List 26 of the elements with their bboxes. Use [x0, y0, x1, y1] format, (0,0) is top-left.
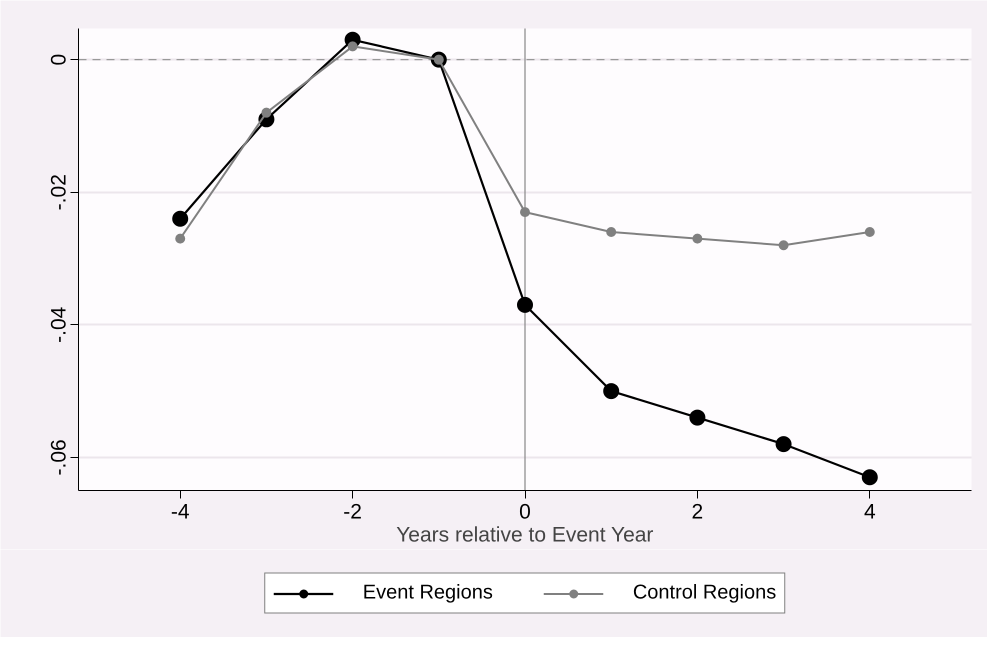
x-tick-label: -4: [170, 500, 190, 524]
x-tick-label: 4: [864, 500, 876, 524]
legend-label: Event Regions: [362, 582, 493, 604]
y-tick-label: -.04: [48, 306, 70, 343]
x-axis-title: Years relative to Event Year: [396, 524, 654, 546]
y-tick-label: -.02: [48, 174, 70, 210]
x-tick-label: 2: [692, 500, 704, 524]
point: [606, 227, 616, 237]
point: [172, 210, 188, 227]
point: [862, 469, 878, 486]
point: [864, 227, 875, 237]
point: [603, 383, 620, 400]
point: [175, 234, 186, 244]
point: [776, 436, 792, 452]
y-tick-label: -.06: [48, 439, 70, 476]
point: [520, 207, 530, 218]
legend-label: Control Regions: [632, 582, 776, 604]
point: [689, 410, 706, 426]
point: [261, 108, 272, 118]
x-tick-label: 0: [519, 500, 531, 524]
point: [692, 234, 702, 244]
point: [517, 296, 533, 313]
point: [348, 41, 358, 52]
point: [778, 240, 789, 250]
x-tick-label: -2: [343, 500, 362, 524]
y-tick-label: 0: [48, 54, 70, 66]
